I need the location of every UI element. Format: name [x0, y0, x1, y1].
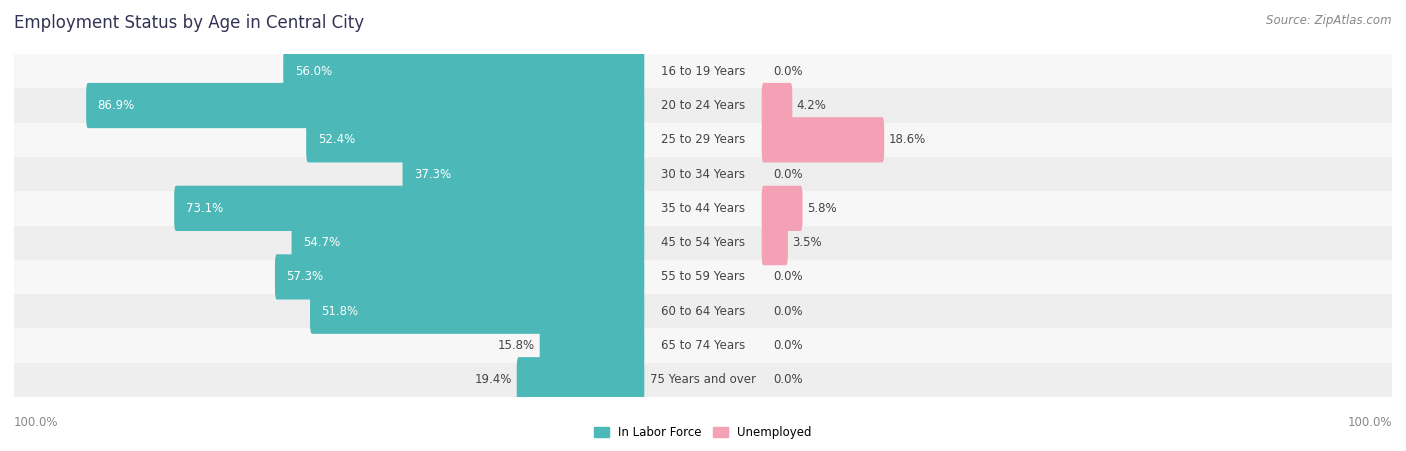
Text: 55 to 59 Years: 55 to 59 Years: [661, 271, 745, 283]
FancyBboxPatch shape: [14, 123, 1392, 157]
Text: 4.2%: 4.2%: [797, 99, 827, 112]
FancyBboxPatch shape: [762, 117, 884, 162]
FancyBboxPatch shape: [307, 117, 644, 162]
FancyBboxPatch shape: [14, 54, 1392, 88]
Text: 100.0%: 100.0%: [1347, 416, 1392, 429]
Text: Employment Status by Age in Central City: Employment Status by Age in Central City: [14, 14, 364, 32]
Text: 30 to 34 Years: 30 to 34 Years: [661, 168, 745, 180]
FancyBboxPatch shape: [14, 226, 1392, 260]
FancyBboxPatch shape: [291, 220, 644, 265]
Text: 19.4%: 19.4%: [475, 373, 512, 386]
FancyBboxPatch shape: [762, 186, 803, 231]
Text: 56.0%: 56.0%: [295, 65, 332, 78]
FancyBboxPatch shape: [402, 152, 644, 197]
FancyBboxPatch shape: [14, 157, 1392, 191]
FancyBboxPatch shape: [14, 191, 1392, 226]
Text: 25 to 29 Years: 25 to 29 Years: [661, 133, 745, 146]
FancyBboxPatch shape: [14, 294, 1392, 328]
FancyBboxPatch shape: [14, 88, 1392, 123]
Text: 60 to 64 Years: 60 to 64 Years: [661, 305, 745, 318]
Text: 0.0%: 0.0%: [773, 373, 803, 386]
Text: 0.0%: 0.0%: [773, 305, 803, 318]
Text: 100.0%: 100.0%: [14, 416, 59, 429]
FancyBboxPatch shape: [762, 83, 793, 128]
Text: 35 to 44 Years: 35 to 44 Years: [661, 202, 745, 215]
Text: 73.1%: 73.1%: [186, 202, 224, 215]
Text: 18.6%: 18.6%: [889, 133, 927, 146]
Text: 3.5%: 3.5%: [793, 236, 823, 249]
FancyBboxPatch shape: [14, 260, 1392, 294]
FancyBboxPatch shape: [276, 254, 644, 299]
FancyBboxPatch shape: [517, 357, 644, 402]
Text: 65 to 74 Years: 65 to 74 Years: [661, 339, 745, 352]
FancyBboxPatch shape: [14, 328, 1392, 363]
Text: 86.9%: 86.9%: [97, 99, 135, 112]
Text: 75 Years and over: 75 Years and over: [650, 373, 756, 386]
FancyBboxPatch shape: [86, 83, 644, 128]
Text: 0.0%: 0.0%: [773, 65, 803, 78]
FancyBboxPatch shape: [540, 323, 644, 368]
Text: 52.4%: 52.4%: [318, 133, 354, 146]
Text: 54.7%: 54.7%: [304, 236, 340, 249]
Legend: In Labor Force, Unemployed: In Labor Force, Unemployed: [595, 426, 811, 439]
Text: 57.3%: 57.3%: [287, 271, 323, 283]
Text: 0.0%: 0.0%: [773, 339, 803, 352]
FancyBboxPatch shape: [283, 49, 644, 94]
Text: 45 to 54 Years: 45 to 54 Years: [661, 236, 745, 249]
Text: 20 to 24 Years: 20 to 24 Years: [661, 99, 745, 112]
FancyBboxPatch shape: [174, 186, 644, 231]
Text: 15.8%: 15.8%: [498, 339, 536, 352]
Text: Source: ZipAtlas.com: Source: ZipAtlas.com: [1267, 14, 1392, 27]
Text: 5.8%: 5.8%: [807, 202, 837, 215]
FancyBboxPatch shape: [311, 289, 644, 334]
Text: 51.8%: 51.8%: [322, 305, 359, 318]
Text: 37.3%: 37.3%: [413, 168, 451, 180]
Text: 0.0%: 0.0%: [773, 168, 803, 180]
FancyBboxPatch shape: [14, 363, 1392, 397]
FancyBboxPatch shape: [762, 220, 787, 265]
Text: 0.0%: 0.0%: [773, 271, 803, 283]
Text: 16 to 19 Years: 16 to 19 Years: [661, 65, 745, 78]
